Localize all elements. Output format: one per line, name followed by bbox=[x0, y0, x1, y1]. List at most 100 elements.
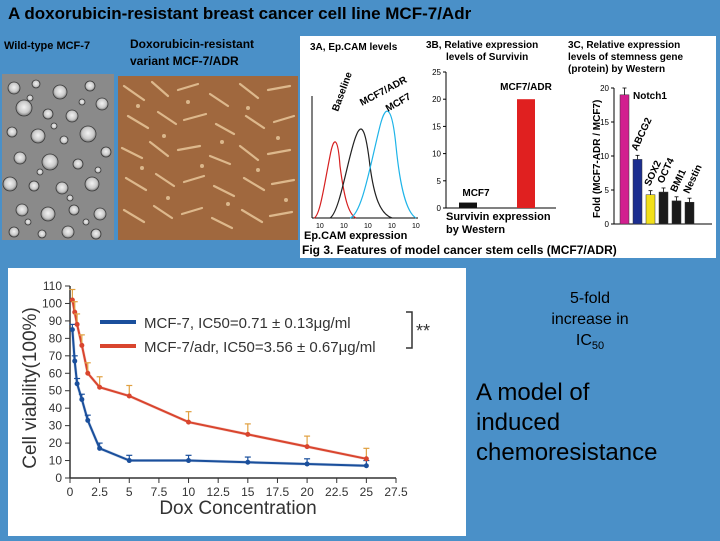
chart-xlabel: Dox Concentration bbox=[159, 498, 316, 519]
fig3b-tick-label: 15 bbox=[432, 122, 441, 131]
chart-series bbox=[69, 288, 370, 469]
x-tick-label: 7.5 bbox=[151, 485, 168, 499]
significance-annotation: ** bbox=[416, 321, 430, 341]
x-tick-label: 27.5 bbox=[384, 485, 408, 499]
fig3b-bar-1 bbox=[517, 99, 535, 208]
x-tick-label: 2.5 bbox=[91, 485, 108, 499]
wild-type-micrograph bbox=[2, 74, 114, 240]
chart-legend: MCF-7, IC50=0.71 ± 0.13μg/ml MCF-7/adr, I… bbox=[100, 311, 430, 356]
fig3c-bar-sox2 bbox=[645, 194, 656, 225]
model-line3: chemoresistance bbox=[476, 439, 658, 466]
y-tick-label: 40 bbox=[49, 401, 63, 415]
fig3c-bar-nestin bbox=[684, 201, 695, 225]
fold-line1: 5-fold bbox=[569, 290, 611, 307]
x-tick-label: 0 bbox=[67, 485, 74, 499]
x-tick-label: 10 bbox=[182, 485, 196, 499]
data-point bbox=[186, 458, 192, 464]
fold-increase-note: 5-fold increase in IC50 bbox=[520, 288, 660, 357]
y-tick-label: 110 bbox=[43, 279, 62, 293]
fig3a-tick-label: 10 bbox=[340, 223, 348, 230]
y-tick-label: 30 bbox=[49, 419, 63, 433]
fig3b-title-line1: 3B, Relative expression bbox=[426, 40, 538, 51]
data-point bbox=[126, 393, 132, 399]
y-tick-label: 20 bbox=[49, 436, 63, 450]
fig3c-bar-label-1: ABCG2 bbox=[630, 116, 655, 153]
x-tick-label: 25 bbox=[360, 485, 374, 499]
fig3c-tick-label: 5 bbox=[605, 186, 610, 195]
fig3c-bar-oct4 bbox=[658, 191, 669, 225]
fig3a-curve-2 bbox=[349, 110, 417, 219]
data-point bbox=[74, 381, 80, 387]
data-point bbox=[79, 342, 85, 348]
data-point bbox=[79, 396, 85, 402]
fig3c-tick-label: 0 bbox=[605, 220, 610, 229]
fold-line3: IC bbox=[575, 332, 592, 349]
fig3a-tick-label: 10 bbox=[364, 223, 372, 230]
fig3b-xlabel-line1: Survivin expression bbox=[446, 211, 551, 223]
fig3b-title-line2: levels of Survivin bbox=[446, 52, 528, 63]
data-point bbox=[245, 459, 251, 465]
fig3a-curve-1 bbox=[329, 128, 393, 219]
fig3c-title-line1: 3C, Relative expression bbox=[568, 40, 680, 51]
resistant-micrograph bbox=[118, 76, 298, 240]
y-tick-label: 90 bbox=[49, 314, 63, 328]
fig3a-xlabel: Ep.CAM expression bbox=[304, 230, 408, 242]
fig3a-tick-label: 10 bbox=[388, 223, 396, 230]
data-point bbox=[126, 458, 132, 464]
y-tick-label: 80 bbox=[49, 331, 63, 345]
data-point bbox=[72, 358, 78, 364]
fig3b-tick-label: 10 bbox=[432, 150, 441, 159]
y-tick-label: 60 bbox=[49, 366, 63, 380]
fig3b-bar-label-1: MCF7/ADR bbox=[500, 82, 552, 93]
model-statement: A model of induced chemoresistance bbox=[476, 378, 716, 468]
fig3c-title-line3: (protein) by Western bbox=[568, 64, 665, 75]
fig3c-tick-label: 20 bbox=[600, 84, 609, 93]
dose-response-chart: Cell viability(100%) Dox Concentration 0… bbox=[8, 268, 466, 536]
resistant-caption-line1: Doxorubicin-resistant bbox=[130, 37, 255, 51]
data-point bbox=[85, 417, 91, 423]
wild-type-caption: Wild-type MCF-7 bbox=[4, 40, 91, 52]
fig3b-tick-label: 0 bbox=[437, 204, 442, 213]
y-tick-label: 100 bbox=[42, 296, 62, 310]
x-tick-label: 17.5 bbox=[266, 485, 290, 499]
legend-bracket bbox=[406, 311, 413, 349]
fig3c-bar-bmi1 bbox=[671, 200, 682, 225]
y-tick-label: 50 bbox=[49, 384, 63, 398]
fig3-caption: Fig 3. Features of model cancer stem cel… bbox=[302, 243, 617, 257]
legend-label: MCF-7, IC50=0.71 ± 0.13μg/ml bbox=[144, 315, 351, 332]
data-point bbox=[97, 445, 103, 451]
fig3a-curve-0 bbox=[313, 141, 357, 219]
model-line2: induced bbox=[476, 409, 561, 436]
fig3b-tick-label: 25 bbox=[432, 68, 441, 77]
fig3c-bar-label-0: Notch1 bbox=[633, 91, 667, 102]
fig3a-tick-label: 10 bbox=[316, 223, 324, 230]
fold-line2: increase in bbox=[551, 311, 629, 328]
fig3c-title-line2: levels of stemness gene bbox=[568, 52, 683, 63]
data-point bbox=[304, 461, 310, 467]
data-point bbox=[304, 444, 310, 450]
fig3c-tick-label: 10 bbox=[600, 152, 609, 161]
model-line1: A model of bbox=[476, 379, 590, 406]
fig3b-tick-label: 20 bbox=[432, 95, 441, 104]
resistant-caption-line2: variant MCF-7/ADR bbox=[130, 54, 239, 68]
slide-title: A doxorubicin-resistant breast cancer ce… bbox=[8, 4, 472, 23]
series-mcf7 bbox=[69, 323, 370, 469]
data-point bbox=[245, 431, 251, 437]
y-tick-label: 10 bbox=[49, 454, 63, 468]
fig3b-bar-chart: 0 5 10 15 20 25 MCF7 MCF7/ADR bbox=[432, 68, 556, 213]
fig3c-bar-notch1 bbox=[619, 94, 630, 225]
fig3c-tick-label: 15 bbox=[600, 118, 609, 127]
legend-label: MCF-7/adr, IC50=3.56 ± 0.67μg/ml bbox=[144, 339, 376, 356]
data-point bbox=[186, 419, 192, 425]
chart-ylabel: Cell viability(100%) bbox=[20, 307, 41, 469]
x-tick-label: 20 bbox=[300, 485, 314, 499]
fig3b-bar-0 bbox=[459, 202, 477, 208]
fig3b-tick-label: 5 bbox=[437, 177, 442, 186]
data-point bbox=[74, 321, 80, 327]
fig3b-bar-label-0: MCF7 bbox=[462, 188, 490, 199]
x-tick-label: 5 bbox=[126, 485, 133, 499]
data-point bbox=[69, 327, 75, 333]
data-point bbox=[97, 384, 103, 390]
